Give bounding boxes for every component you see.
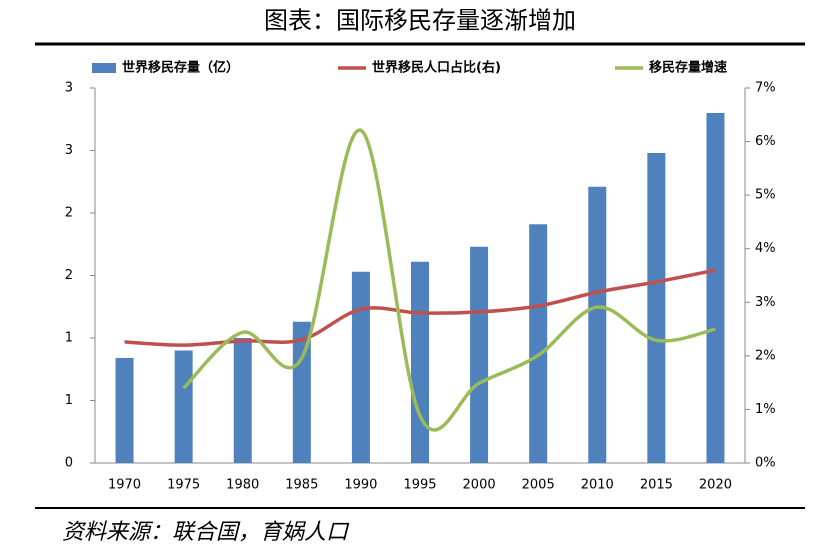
x-tick-label: 2005 (522, 478, 555, 493)
x-tick-label: 1990 (344, 478, 377, 493)
y2-tick-label: 4% (755, 241, 776, 256)
bar (411, 261, 429, 463)
y-tick-label: 2 (65, 268, 73, 283)
x-tick-label: 1980 (226, 478, 259, 493)
bar (351, 271, 370, 463)
x-tick-label: 1995 (403, 478, 436, 493)
x-tick-label: 1985 (285, 478, 318, 493)
x-tick-label: 2020 (699, 478, 732, 493)
x-tick-label: 2015 (640, 478, 673, 493)
y2-tick-label: 7% (755, 81, 776, 96)
chart-title: 图表：国际移民存量逐渐增加 (264, 7, 576, 35)
bar (470, 246, 489, 463)
legend-label: 世界移民存量（亿） (122, 60, 239, 76)
legend-label: 移民存量增速 (649, 60, 727, 76)
bar (706, 113, 725, 463)
bar (292, 321, 311, 463)
x-tick-label: 1970 (108, 478, 141, 493)
y-tick-label: 1 (65, 393, 73, 408)
y-tick-label: 1 (65, 331, 73, 346)
x-tick-label: 2000 (463, 478, 496, 493)
y-tick-label: 3 (65, 81, 73, 96)
y2-tick-label: 3% (755, 295, 776, 310)
line (182, 128, 716, 432)
x-tick-label: 1975 (167, 478, 200, 493)
bar (174, 350, 193, 463)
y-tick-label: 2 (65, 206, 73, 221)
y2-tick-label: 1% (755, 402, 776, 417)
bar (233, 338, 252, 463)
y2-tick-label: 5% (755, 188, 776, 203)
y2-tick-label: 0% (755, 456, 776, 471)
x-tick-label: 2010 (581, 478, 614, 493)
legend-swatch (92, 63, 116, 73)
bar (529, 224, 548, 463)
bar (588, 186, 607, 463)
bar (115, 358, 134, 463)
y-tick-label: 3 (65, 143, 73, 158)
y-tick-label: 0 (65, 456, 73, 471)
y2-tick-label: 2% (755, 348, 776, 363)
source: 资料来源：联合国，育娲人口 (62, 520, 350, 545)
y2-tick-label: 6% (755, 134, 776, 149)
bar (647, 153, 666, 463)
legend-label: 世界移民人口占比(右) (372, 60, 501, 76)
